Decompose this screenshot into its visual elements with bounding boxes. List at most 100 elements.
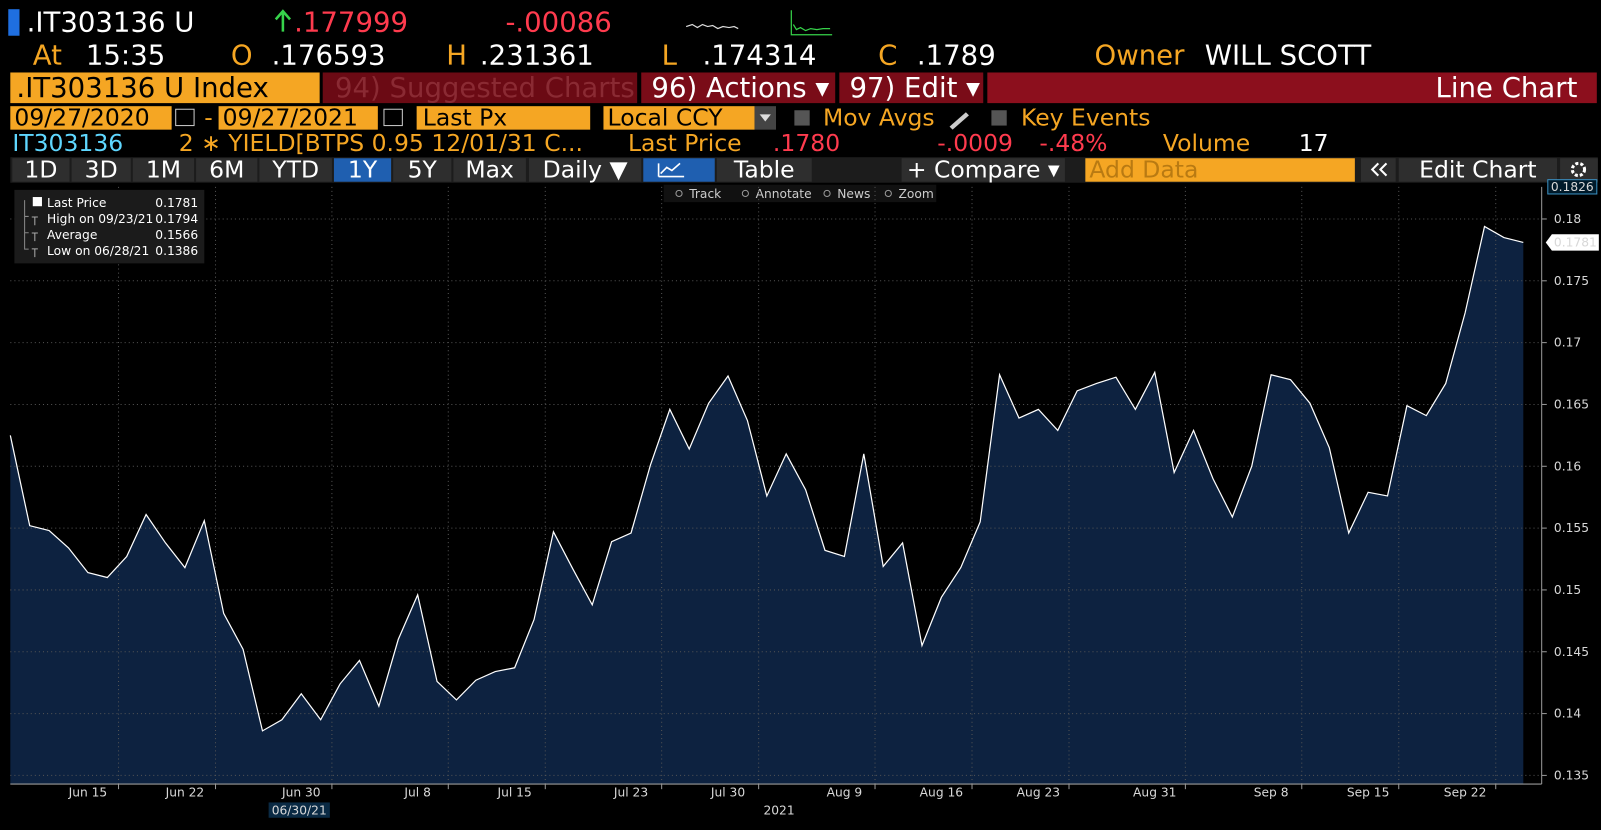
legend-label: Low on 06/28/21 — [47, 244, 149, 258]
legend-value: 0.1781 — [155, 196, 198, 210]
tool-label[interactable]: Zoom — [899, 187, 934, 201]
currency-input[interactable] — [603, 106, 755, 130]
checkbox[interactable] — [991, 110, 1007, 126]
tab-label[interactable]: 3D — [85, 156, 118, 184]
tool-label[interactable]: Track — [688, 187, 722, 201]
y-tick-label: 0.17 — [1554, 336, 1581, 350]
ticker: .IT303136 U — [27, 7, 195, 39]
last: .177999 — [294, 7, 408, 39]
tab[interactable] — [716, 158, 812, 182]
start-date[interactable]: 09/27/2020 — [14, 104, 149, 132]
tab[interactable] — [196, 158, 258, 182]
x-tick-label: Jun 22 — [165, 785, 205, 799]
menu-item[interactable]: 97) Edit ▾ — [850, 72, 981, 104]
tab[interactable] — [528, 158, 642, 182]
tab-label[interactable]: YTD — [271, 156, 319, 184]
label: At — [33, 39, 62, 71]
tab[interactable] — [901, 158, 1065, 182]
x-highlight: 06/30/21 — [272, 804, 327, 818]
calendar-icon[interactable] — [383, 108, 403, 127]
security-box[interactable] — [10, 72, 320, 104]
tool-label[interactable]: News — [837, 187, 870, 201]
legend-label: Average — [47, 228, 97, 242]
description: 2 ∗ YIELD[BTPS 0.95 12/01/31 C... — [179, 129, 583, 157]
label: H — [446, 39, 467, 71]
collapse-icon — [1370, 162, 1388, 177]
tool-icon — [675, 189, 683, 198]
legend-swatch — [32, 197, 42, 207]
sparkline — [790, 10, 833, 36]
y-tick-label: 0.16 — [1554, 459, 1581, 473]
tab-label[interactable]: 1M — [146, 156, 181, 184]
end-date[interactable]: 09/27/2021 — [223, 104, 358, 132]
label: L — [662, 39, 678, 71]
y-tick-label: 0.18 — [1554, 212, 1581, 226]
tab[interactable] — [71, 158, 131, 182]
tab-label[interactable]: 1D — [24, 156, 57, 184]
security-id: IT303136 — [12, 129, 123, 157]
tab-label[interactable]: 1Y — [348, 156, 378, 184]
settings[interactable] — [1560, 158, 1598, 182]
y-tick-label: 0.15 — [1554, 583, 1581, 597]
menu-item[interactable]: 96) Actions ▾ — [651, 72, 829, 104]
date-input[interactable] — [218, 106, 378, 130]
tab-label[interactable]: Add Data — [1089, 156, 1198, 184]
x-tick-label: Jun 30 — [281, 785, 321, 799]
dash: - — [204, 104, 212, 132]
field-input[interactable] — [416, 106, 591, 130]
line — [9, 225, 1524, 732]
tool-icon — [884, 189, 892, 198]
x-highlight-box — [268, 802, 330, 818]
tab-label[interactable]: Table — [733, 156, 795, 184]
x-tick-label: Sep 15 — [1347, 785, 1390, 799]
chart-icon-tab[interactable] — [643, 158, 715, 182]
tab-label[interactable]: + Compare ▾ — [907, 156, 1060, 184]
value: .176593 — [272, 39, 386, 71]
tool-label[interactable]: Annotate — [756, 187, 812, 201]
tab[interactable] — [132, 158, 195, 182]
checkbox[interactable] — [794, 110, 810, 126]
tool-icon — [823, 189, 831, 198]
menu-button[interactable] — [322, 72, 638, 104]
date-input[interactable] — [10, 106, 172, 130]
value: 17 — [1299, 129, 1329, 157]
up-arrow — [274, 9, 292, 32]
tab[interactable] — [333, 158, 392, 182]
x-tick-label: Aug 9 — [827, 785, 863, 799]
tab[interactable] — [12, 158, 70, 182]
last-value-label: 0.1781 — [1554, 236, 1597, 250]
title-bar — [987, 72, 1597, 104]
menu-button[interactable] — [839, 72, 984, 104]
collapse[interactable] — [1360, 158, 1396, 182]
value: 15:35 — [86, 39, 165, 71]
calendar-icon[interactable] — [175, 108, 195, 127]
security[interactable]: .IT303136 U Index — [16, 72, 268, 104]
tab[interactable] — [1398, 158, 1557, 182]
option[interactable]: Key Events — [1021, 104, 1150, 132]
x-tick-label: Aug 16 — [920, 785, 964, 799]
field[interactable]: Last Px — [423, 104, 507, 132]
change: -.00086 — [505, 7, 611, 39]
legend-icon — [31, 248, 38, 258]
menu-item[interactable]: 94) Suggested Charts — [335, 72, 635, 104]
y-tick-label: 0.135 — [1554, 768, 1589, 782]
tab[interactable] — [259, 158, 332, 182]
tab-label[interactable]: Max — [465, 156, 514, 184]
menu-button[interactable] — [641, 72, 836, 104]
tab-label[interactable]: Edit Chart — [1419, 156, 1536, 184]
option[interactable]: Mov Avgs — [823, 104, 935, 132]
legend-label: High on 09/23/21 — [47, 212, 153, 226]
tab-label[interactable]: 6M — [209, 156, 244, 184]
tab[interactable] — [1085, 158, 1355, 182]
tab[interactable] — [453, 158, 526, 182]
y-tick-label: 0.165 — [1554, 398, 1589, 412]
tab[interactable] — [393, 158, 452, 182]
label: Owner — [1095, 39, 1186, 71]
currency[interactable]: Local CCY — [608, 104, 724, 132]
tool-strip — [663, 184, 937, 203]
chart-icon — [657, 162, 685, 178]
tab-bar: 1D 3D 1M 6M YTD 1Y 5Y Max Daily ▼ Table + Compare … — [10, 156, 1598, 203]
tab-label[interactable]: 5Y — [408, 156, 438, 184]
gear-icon — [1570, 161, 1587, 178]
tab-label[interactable]: Daily ▼ — [543, 156, 628, 184]
